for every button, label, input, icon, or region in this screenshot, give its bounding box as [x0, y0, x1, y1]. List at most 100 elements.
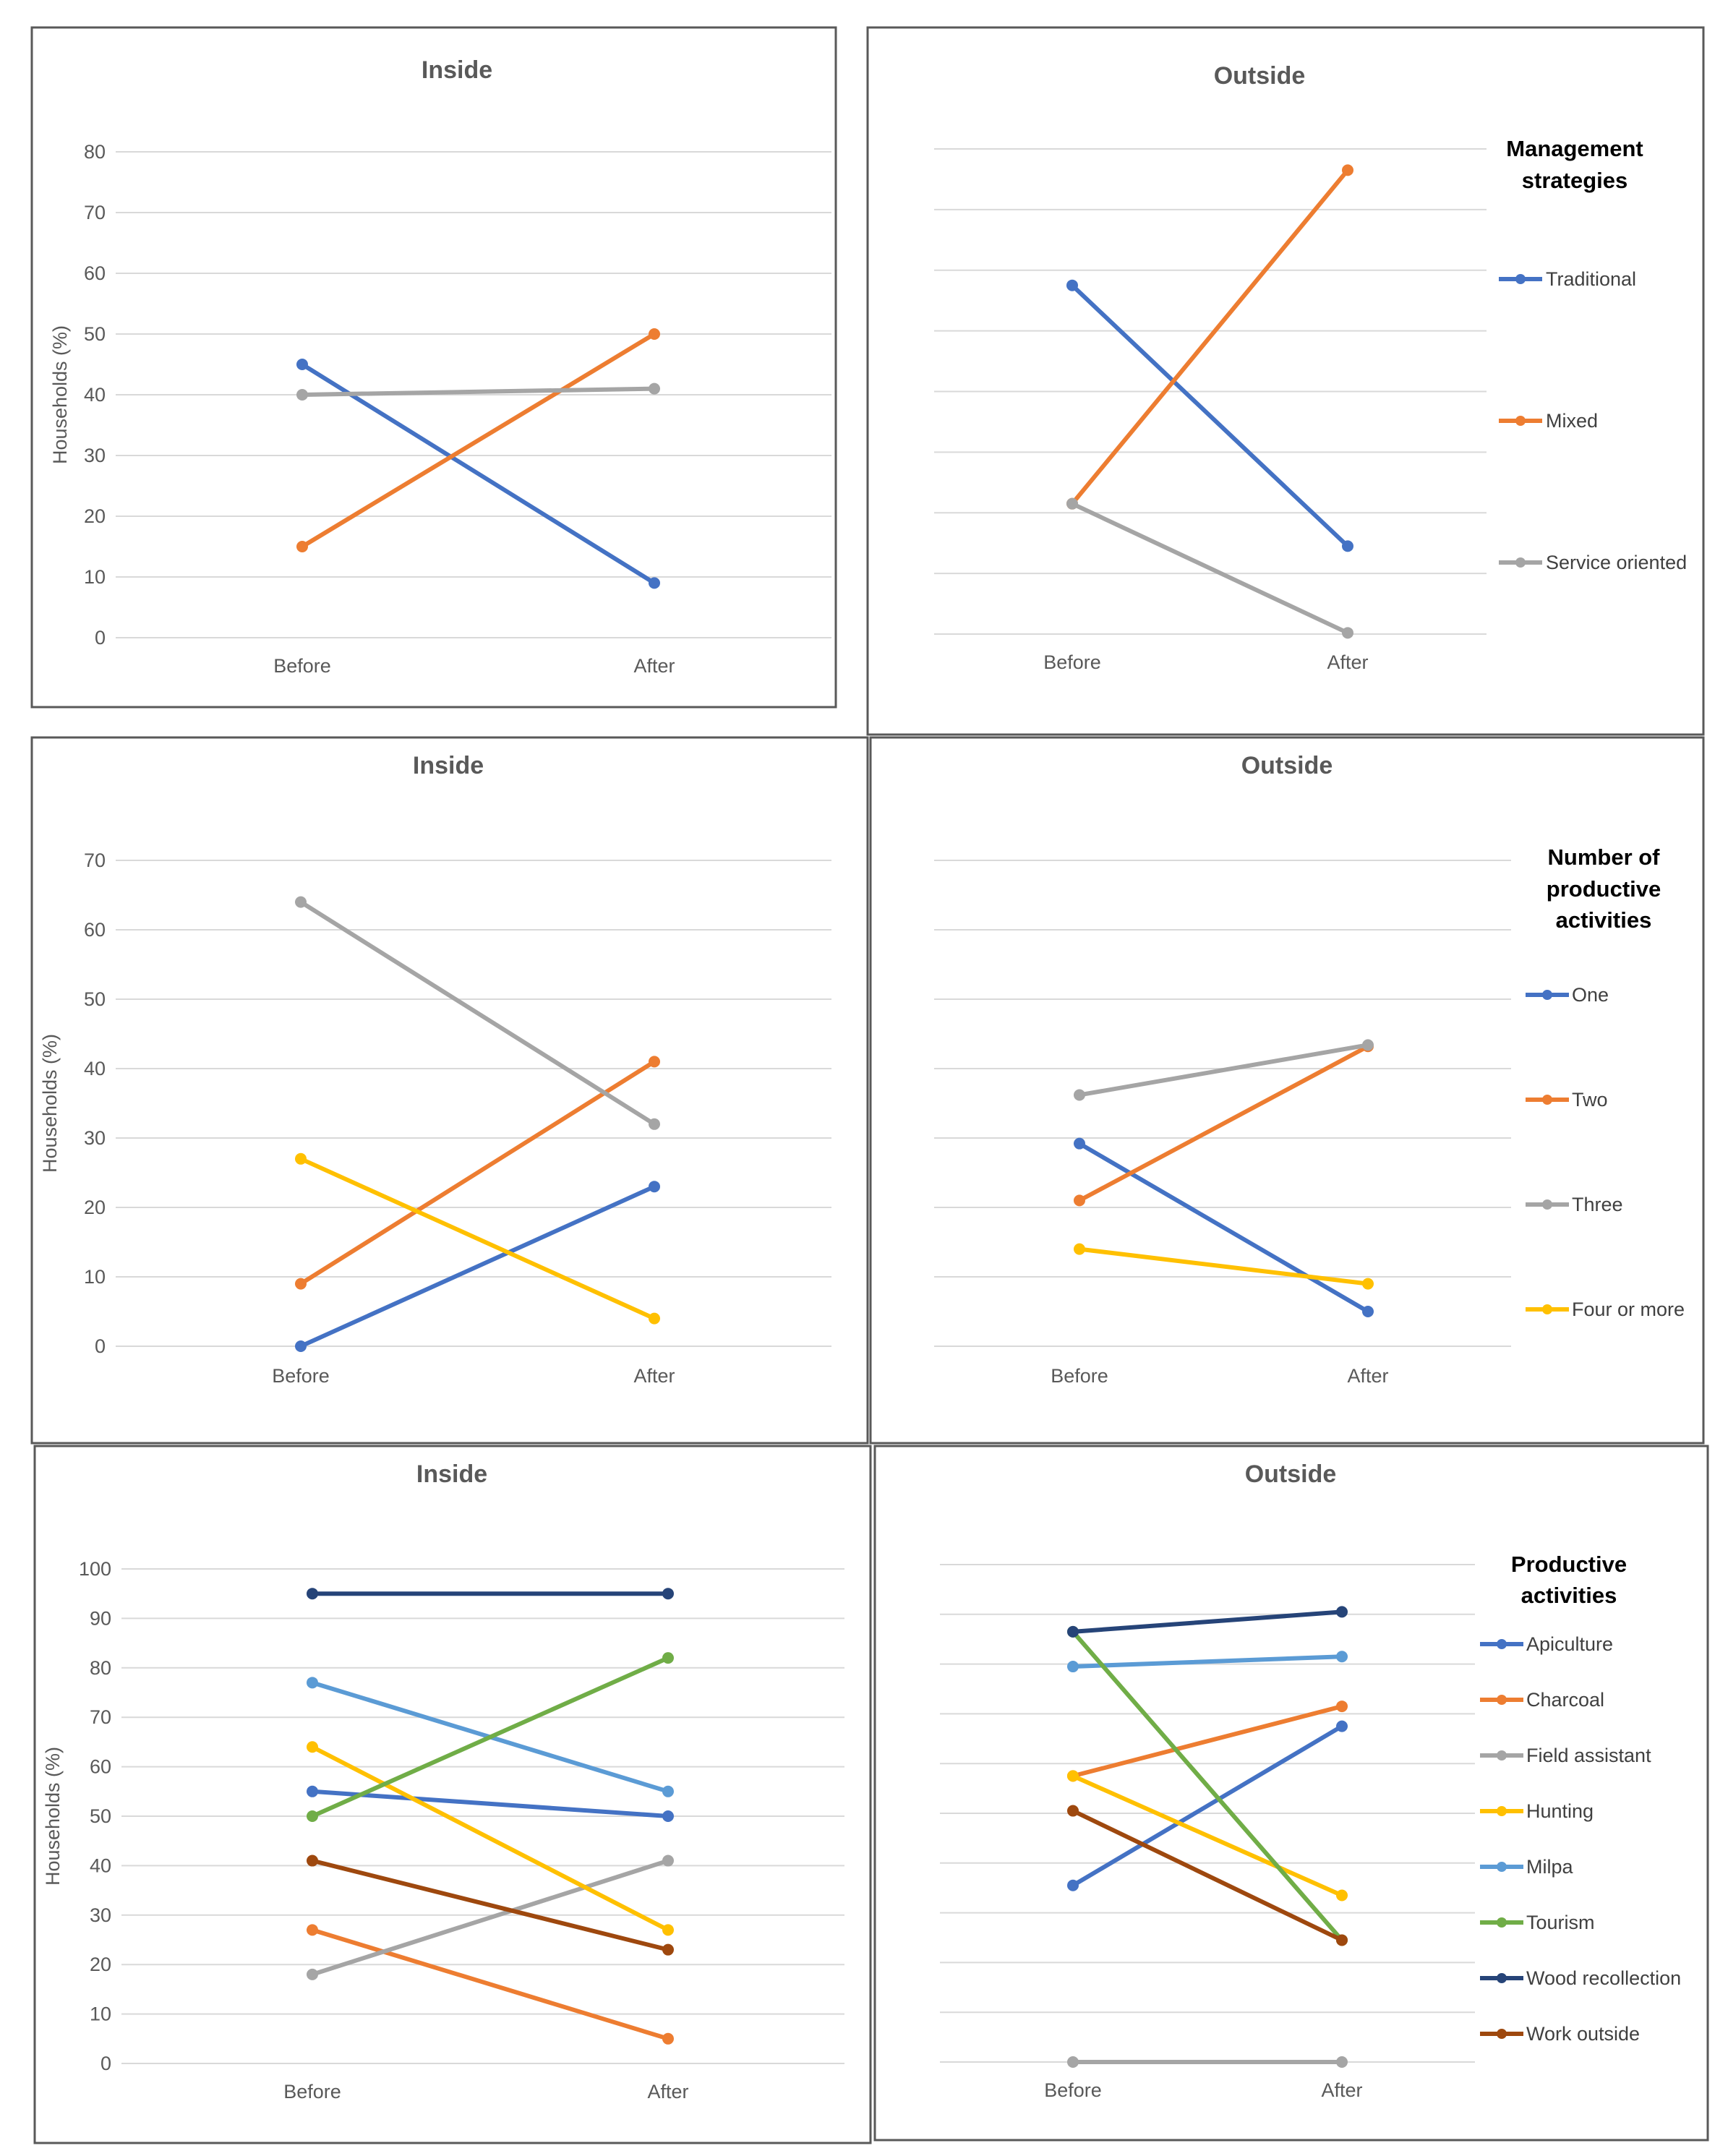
data-point [1067, 2056, 1079, 2068]
series-apiculture [307, 1785, 674, 1822]
panel-border [866, 26, 1705, 736]
series-milpa [1067, 1651, 1348, 1673]
legend-swatch-marker [1515, 416, 1526, 426]
data-point [1074, 1243, 1085, 1255]
data-point [662, 1652, 674, 1664]
legend-swatch-marker [1497, 1695, 1507, 1705]
y-tick-label: 100 [79, 1558, 111, 1580]
series-work-outside [1067, 1805, 1348, 1946]
y-tick-label: 30 [84, 1127, 106, 1149]
chart-panels: Inside 0 10 20 30 40 50 60 70 80 Before After Househ… [30, 26, 1709, 2144]
y-tick-label: 40 [84, 384, 106, 406]
legend-item: One [1526, 984, 1609, 1006]
x-tick-label: Before [272, 1365, 330, 1387]
data-point [662, 1785, 674, 1797]
legend-title: Management [1506, 136, 1643, 161]
data-point [1066, 497, 1078, 510]
y-tick-label: 80 [90, 1657, 111, 1679]
data-point [1336, 1934, 1348, 1946]
legend-label: Four or more [1572, 1299, 1685, 1320]
data-point [662, 2032, 674, 2045]
data-point [1074, 1137, 1085, 1150]
legend-label: Three [1572, 1194, 1623, 1215]
series-line [300, 362, 656, 586]
y-axis-label: Households (%) [49, 325, 71, 464]
chart-panel-4: Outside Before After Number of productive act… [869, 736, 1705, 1445]
legend-item: Wood recollection [1480, 1967, 1681, 1989]
data-point [295, 1152, 307, 1165]
data-point [1362, 1278, 1374, 1290]
legend: Management strategies Traditional Mixed Serv… [1499, 136, 1687, 573]
series-wood-recollection [307, 1588, 674, 1600]
data-point [1336, 1720, 1348, 1732]
series-charcoal [307, 1924, 674, 2045]
series-wood-recollection [1067, 1606, 1348, 1638]
data-point [307, 1677, 318, 1689]
x-tick-label: Before [1044, 2079, 1102, 2101]
series-line [310, 1858, 670, 1977]
data-point [1066, 279, 1078, 291]
legend: Productive activities Apiculture Charcoal Fi… [1480, 1552, 1681, 2045]
legend-label: Service oriented [1546, 552, 1687, 573]
series-service-oriented [1066, 497, 1353, 639]
data-point [1336, 2056, 1348, 2068]
data-point [662, 1588, 674, 1600]
legend-item: Charcoal [1480, 1689, 1604, 1711]
data-point [1074, 1194, 1085, 1207]
x-tick-label: After [647, 2081, 688, 2102]
data-point [1336, 1889, 1348, 1902]
series-traditional [296, 359, 660, 589]
chart-title: Inside [416, 1460, 487, 1488]
data-point [1342, 164, 1353, 176]
chart-title: Outside [1214, 62, 1306, 90]
y-tick-label: 0 [95, 627, 106, 649]
series-two [1074, 1040, 1374, 1207]
y-tick-label: 50 [90, 1805, 111, 1827]
data-point [296, 541, 308, 552]
series-four-or-more [295, 1152, 660, 1325]
data-point [662, 1924, 674, 1936]
series-four-or-more [1074, 1243, 1374, 1290]
series-one [295, 1181, 660, 1352]
series-line [300, 386, 656, 397]
series-field-assistant [1067, 2056, 1348, 2068]
data-point [662, 1855, 674, 1867]
series-line [299, 1184, 656, 1348]
y-tick-label: 10 [90, 2003, 111, 2025]
legend-item: Hunting [1480, 1800, 1594, 1822]
data-point [662, 1943, 674, 1956]
legend-item: Service oriented [1499, 552, 1687, 573]
x-tick-label: Before [1043, 651, 1101, 673]
data-point [1336, 1651, 1348, 1663]
series-line [1077, 1044, 1370, 1203]
data-point [1067, 1625, 1079, 1638]
legend-swatch-marker [1542, 1095, 1552, 1105]
y-tick-label: 50 [84, 988, 106, 1010]
series-line [310, 1858, 670, 1952]
legend-label: Tourism [1526, 1912, 1595, 1933]
series-line [310, 1745, 670, 1933]
x-tick-label: Before [273, 655, 331, 677]
series-hunting [1067, 1770, 1348, 1902]
series-service-oriented [296, 382, 660, 401]
legend-item: Field assistant [1480, 1745, 1651, 1766]
data-point [649, 382, 660, 395]
chart-panel-2: Outside Before After Management strategies Tr… [866, 26, 1705, 736]
series-line [1071, 1629, 1344, 1943]
legend-label: Apiculture [1526, 1633, 1613, 1655]
series-hunting [307, 1741, 674, 1936]
data-point [307, 1785, 318, 1797]
series-line [1071, 1774, 1344, 1898]
data-point [1067, 1770, 1079, 1782]
series-line [1077, 1141, 1370, 1314]
series-line [1070, 501, 1350, 636]
legend-item: Milpa [1480, 1856, 1574, 1878]
data-point [1362, 1306, 1374, 1317]
data-point [1067, 1879, 1079, 1891]
legend-item: Apiculture [1480, 1633, 1613, 1655]
legend-label: Hunting [1526, 1800, 1594, 1822]
legend-swatch-marker [1497, 1750, 1507, 1761]
y-tick-label: 80 [84, 141, 106, 163]
x-tick-label: After [1327, 651, 1368, 673]
chart-title: Inside [413, 752, 484, 779]
